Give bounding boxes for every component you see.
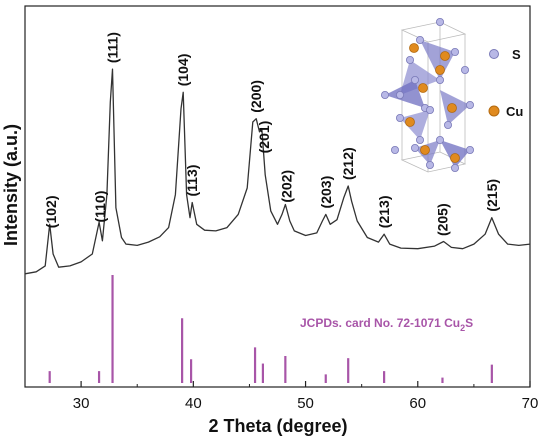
- peak-label: (104): [175, 54, 191, 87]
- sulfur-tetrahedra: [385, 40, 470, 168]
- peak-label: (102): [43, 196, 59, 229]
- xrd-pattern-line: [24, 68, 531, 275]
- sulfur-atom: [410, 76, 419, 85]
- copper-atom: [440, 51, 450, 61]
- sulfur-atom: [465, 145, 474, 154]
- legend-sulfur-marker: [489, 49, 499, 59]
- sulfur-atom: [425, 160, 434, 169]
- sulfur-atom: [405, 56, 414, 65]
- peak-label: (110): [92, 191, 108, 223]
- reference-label: JCPDs. card No. 72-1071 Cu2S: [300, 316, 473, 333]
- sulfur-atom: [390, 145, 399, 154]
- sulfur-atom: [460, 66, 469, 75]
- x-tick-label: 30: [73, 395, 90, 412]
- x-tick-label: 50: [297, 395, 314, 412]
- legend-copper-label: Cu: [506, 104, 523, 119]
- sulfur-atom: [395, 114, 404, 123]
- sulfur-atom: [443, 121, 452, 130]
- plot-frame: [24, 5, 531, 388]
- sulfur-atom: [410, 143, 419, 152]
- sulfur-atom: [425, 106, 434, 115]
- peak-label: (201): [256, 121, 272, 154]
- x-axis-title: 2 Theta (degree): [208, 416, 347, 436]
- crystal-structure-inset: [380, 17, 474, 173]
- sulfur-atom: [415, 135, 424, 144]
- x-axis-ticks: 30 40 50 60 70: [24, 381, 539, 412]
- peak-label: (111): [105, 32, 121, 63]
- sulfur-atom: [380, 91, 389, 100]
- y-axis-title: Intensity (a.u.): [1, 124, 21, 246]
- peak-label: (203): [318, 176, 334, 209]
- sulfur-atom: [395, 91, 404, 100]
- peak-label: (202): [279, 170, 295, 203]
- legend-copper-marker: [488, 105, 500, 117]
- reference-bars: [48, 275, 493, 383]
- peak-label: (212): [340, 147, 356, 180]
- copper-atom: [418, 83, 428, 93]
- copper-atom: [405, 117, 415, 127]
- copper-atom: [409, 43, 419, 53]
- sulfur-atom: [465, 101, 474, 110]
- sulfur-atom: [415, 36, 424, 45]
- copper-atom: [420, 145, 430, 155]
- peak-label: (200): [248, 80, 264, 113]
- peak-labels: (102) (110) (111) (104) (113) (200) (201) (202)…: [43, 32, 500, 236]
- x-tick-label: 40: [185, 395, 202, 412]
- atoms: [380, 17, 474, 172]
- peak-label: (213): [376, 196, 392, 229]
- peak-label: (215): [484, 179, 500, 212]
- copper-atom: [447, 103, 457, 113]
- sulfur-atom: [435, 17, 444, 26]
- peak-label: (113): [184, 165, 200, 197]
- inset-legend: S Cu: [488, 47, 523, 119]
- xrd-series: [24, 68, 531, 275]
- copper-atom: [435, 65, 445, 75]
- sulfur-atom: [435, 135, 444, 144]
- sulfur-atom: [435, 76, 444, 85]
- peak-label: (205): [435, 203, 451, 236]
- sulfur-atom: [450, 48, 459, 57]
- sulfur-atom: [450, 163, 459, 172]
- legend-sulfur-label: S: [512, 47, 521, 62]
- x-tick-label: 60: [409, 395, 426, 412]
- x-tick-label: 70: [522, 395, 539, 412]
- copper-atom: [450, 153, 460, 163]
